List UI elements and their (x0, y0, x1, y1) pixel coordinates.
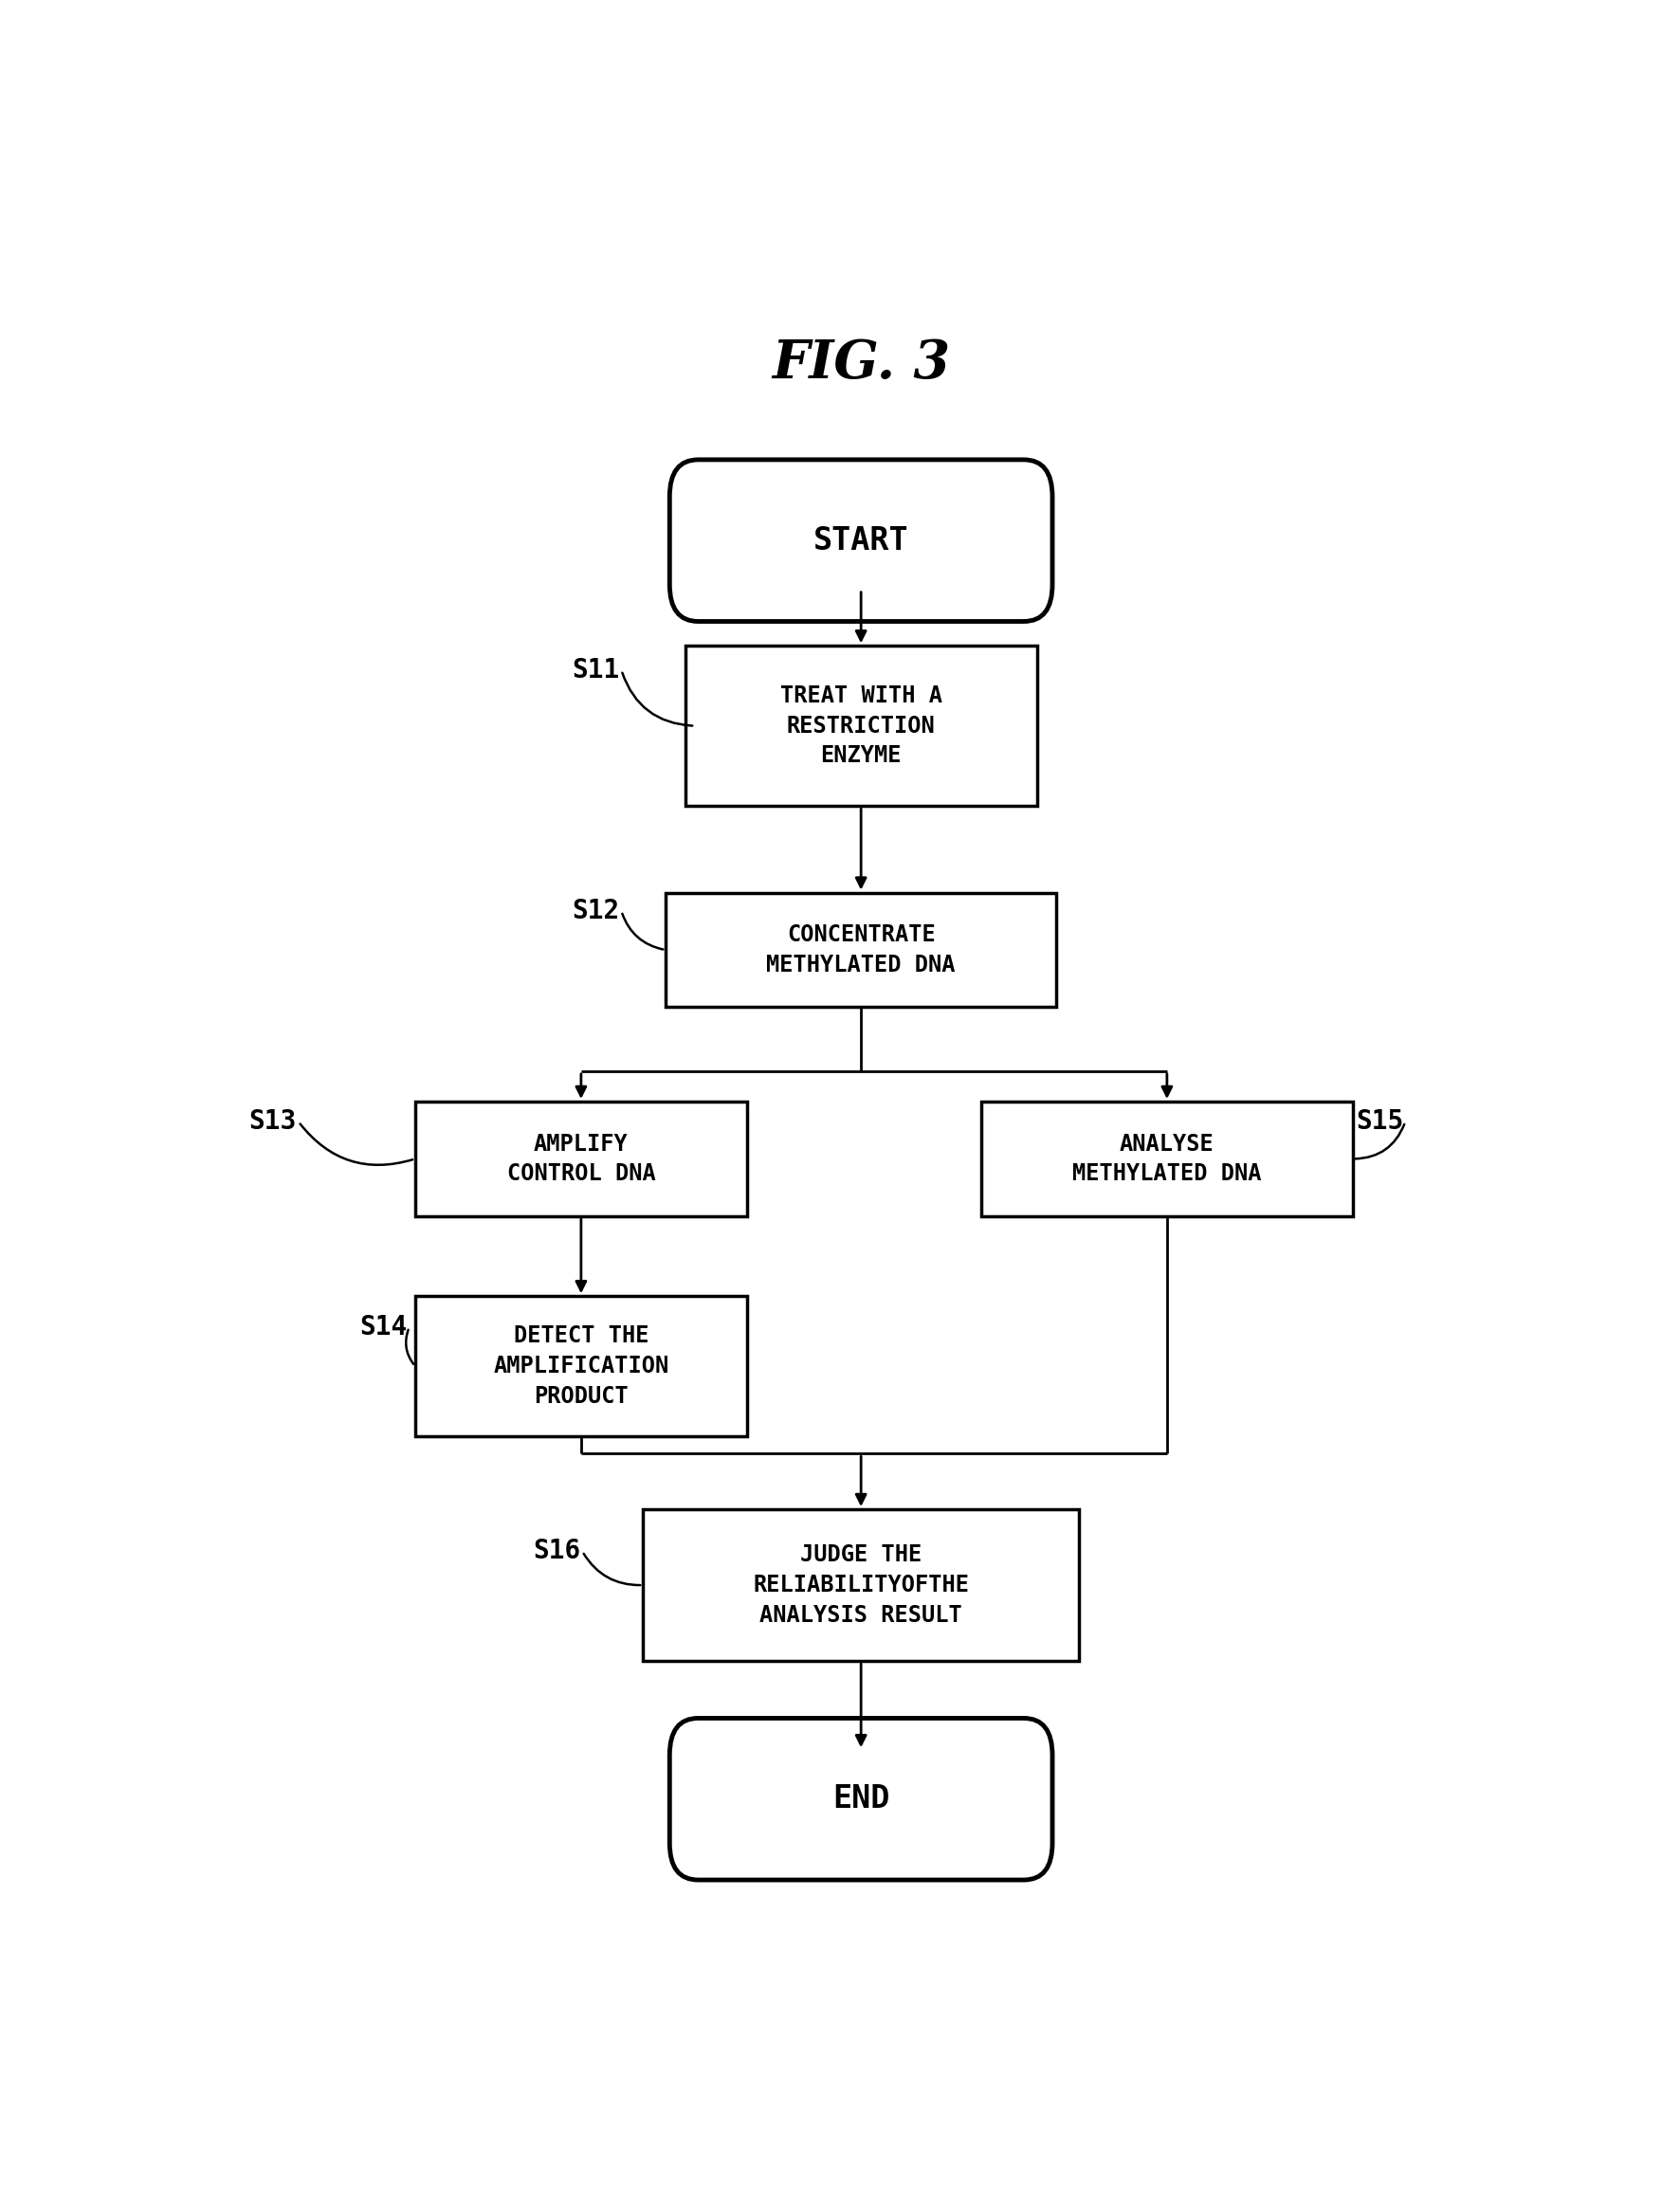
Bar (981, 1101, 1352, 1217)
FancyBboxPatch shape (670, 459, 1052, 621)
Text: DETECT THE
AMPLIFICATION
PRODUCT: DETECT THE AMPLIFICATION PRODUCT (494, 1324, 669, 1407)
Text: S14: S14 (360, 1315, 407, 1341)
Text: AMPLIFY
CONTROL DNA: AMPLIFY CONTROL DNA (507, 1133, 655, 1186)
Text: FIG. 3: FIG. 3 (771, 337, 951, 389)
Bar (415, 1101, 748, 1217)
Bar (643, 1510, 1079, 1661)
Text: CONCENTRATE
METHYLATED DNA: CONCENTRATE METHYLATED DNA (766, 923, 956, 976)
Text: START: START (813, 525, 909, 556)
Text: TREAT WITH A
RESTRICTION
ENZYME: TREAT WITH A RESTRICTION ENZYME (780, 685, 942, 768)
Text: S11: S11 (571, 656, 620, 683)
Text: END: END (832, 1783, 890, 1814)
FancyBboxPatch shape (670, 1718, 1052, 1879)
Bar (665, 893, 1057, 1006)
Text: JUDGE THE
RELIABILITYOFTHE
ANALYSIS RESULT: JUDGE THE RELIABILITYOFTHE ANALYSIS RESU… (753, 1545, 969, 1626)
Text: ANALYSE
METHYLATED DNA: ANALYSE METHYLATED DNA (1072, 1133, 1262, 1186)
Text: S15: S15 (1356, 1109, 1403, 1136)
Bar (415, 1295, 748, 1435)
Text: S12: S12 (571, 897, 620, 926)
Text: S13: S13 (249, 1109, 297, 1136)
Text: S16: S16 (533, 1538, 581, 1564)
Bar (685, 645, 1037, 805)
